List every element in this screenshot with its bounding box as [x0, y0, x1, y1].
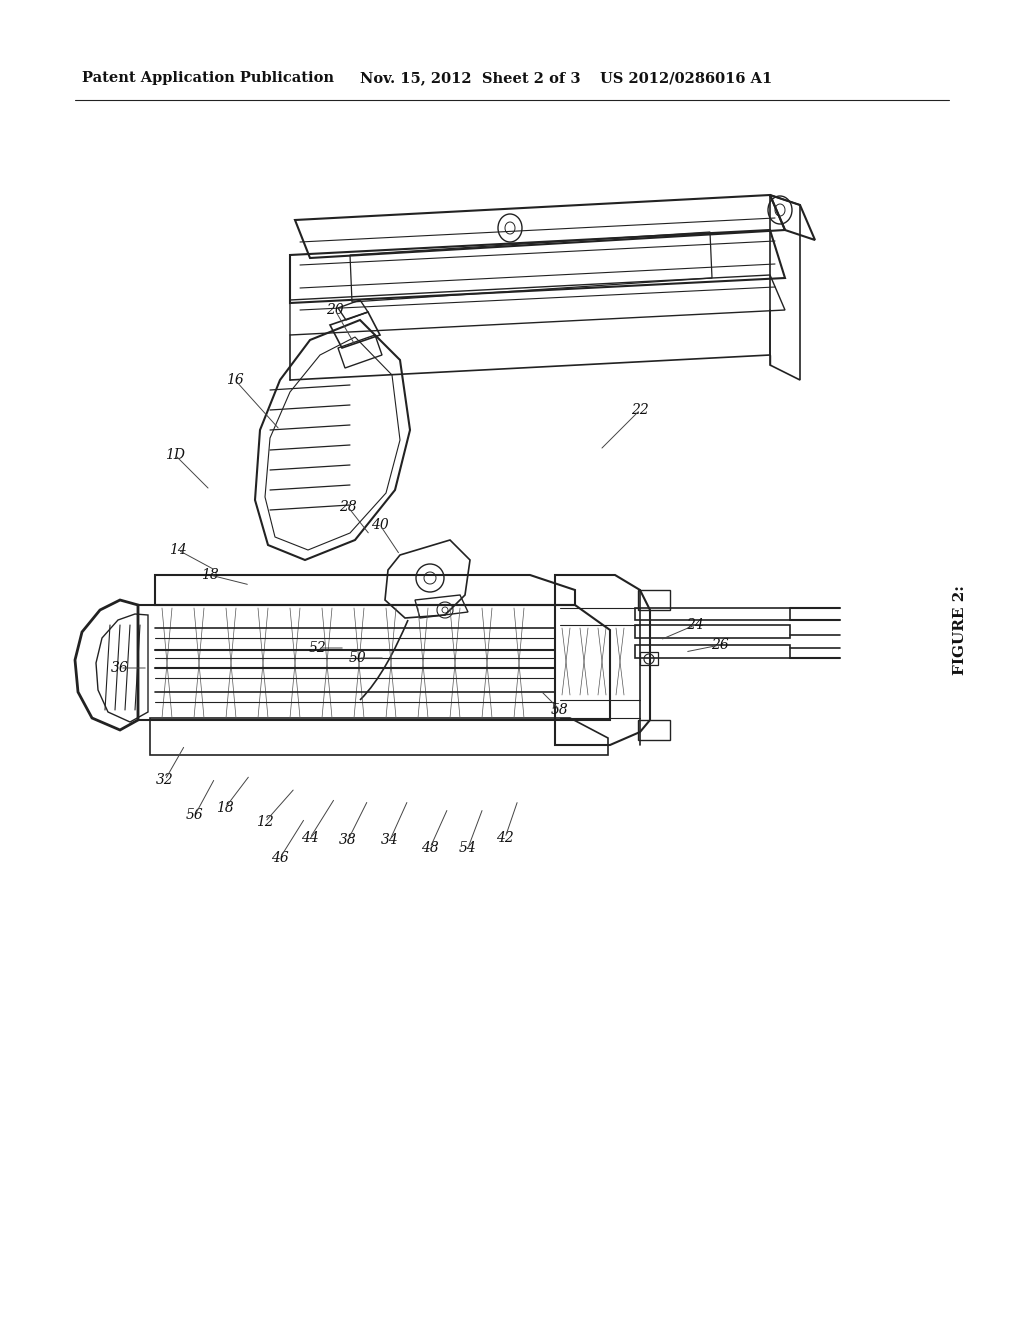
Text: 58: 58	[551, 704, 569, 717]
Text: 18: 18	[201, 568, 219, 582]
Text: US 2012/0286016 A1: US 2012/0286016 A1	[600, 71, 772, 84]
Text: 54: 54	[459, 841, 477, 855]
Text: 40: 40	[371, 517, 389, 532]
Text: 16: 16	[226, 374, 244, 387]
Text: 44: 44	[301, 832, 318, 845]
Text: 20: 20	[326, 304, 344, 317]
Text: 1D: 1D	[165, 447, 185, 462]
Text: 24: 24	[686, 618, 703, 632]
Text: Nov. 15, 2012  Sheet 2 of 3: Nov. 15, 2012 Sheet 2 of 3	[360, 71, 581, 84]
Text: 12: 12	[256, 814, 273, 829]
Text: 22: 22	[631, 403, 649, 417]
Text: 36: 36	[112, 661, 129, 675]
Text: 48: 48	[421, 841, 439, 855]
Text: 32: 32	[156, 774, 174, 787]
Text: 34: 34	[381, 833, 399, 847]
Text: 42: 42	[496, 832, 514, 845]
Text: 14: 14	[169, 543, 186, 557]
Text: 46: 46	[271, 851, 289, 865]
Text: FIGURE 2:: FIGURE 2:	[953, 585, 967, 675]
Text: 50: 50	[349, 651, 367, 665]
Text: 52: 52	[309, 642, 327, 655]
Text: 38: 38	[339, 833, 357, 847]
Text: 28: 28	[339, 500, 357, 513]
Text: 18: 18	[216, 801, 233, 814]
Text: 56: 56	[186, 808, 204, 822]
Text: 26: 26	[711, 638, 729, 652]
Text: Patent Application Publication: Patent Application Publication	[82, 71, 334, 84]
